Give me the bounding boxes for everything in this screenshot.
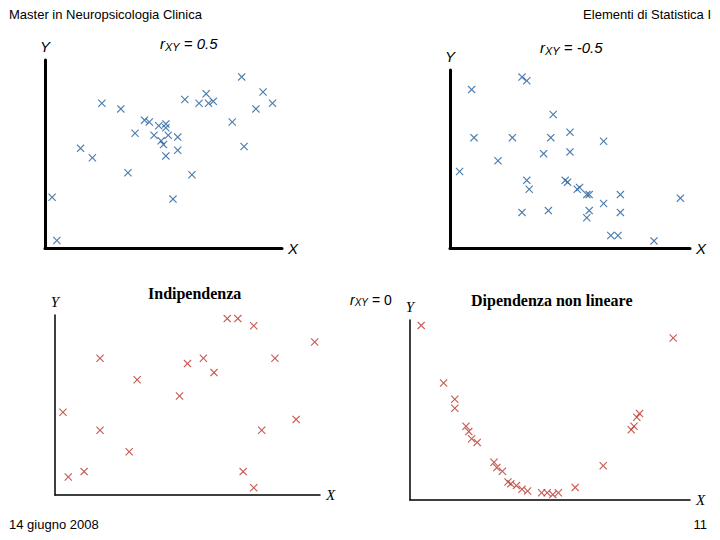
svg-text:r: r xyxy=(160,35,165,52)
svg-text:r: r xyxy=(350,291,355,308)
svg-text:Y: Y xyxy=(406,299,416,315)
svg-text:r: r xyxy=(540,39,545,56)
svg-text:Indipendenza: Indipendenza xyxy=(148,285,241,303)
svg-text:= 0.5: = 0.5 xyxy=(180,35,219,52)
svg-text:Dipendenza non lineare: Dipendenza non lineare xyxy=(471,292,633,310)
svg-text:X: X xyxy=(325,487,336,503)
svg-text:X: X xyxy=(695,240,707,257)
svg-text:Y: Y xyxy=(445,48,456,65)
svg-text:11: 11 xyxy=(694,517,708,532)
svg-text:Y: Y xyxy=(40,38,51,55)
svg-text:14 giugno 2008: 14 giugno 2008 xyxy=(9,517,99,532)
svg-text:X: X xyxy=(287,240,299,257)
svg-text:= -0.5: = -0.5 xyxy=(560,39,604,56)
svg-text:= 0: = 0 xyxy=(368,292,392,308)
svg-text:Master in Neuropsicologia Clin: Master in Neuropsicologia Clinica xyxy=(9,7,203,22)
svg-text:X: X xyxy=(695,492,706,508)
svg-text:XY: XY xyxy=(164,41,180,53)
svg-text:Elementi di Statistica I: Elementi di Statistica I xyxy=(583,7,711,22)
svg-text:XY: XY xyxy=(354,297,370,308)
svg-text:XY: XY xyxy=(544,45,560,57)
svg-text:Y: Y xyxy=(51,294,61,310)
